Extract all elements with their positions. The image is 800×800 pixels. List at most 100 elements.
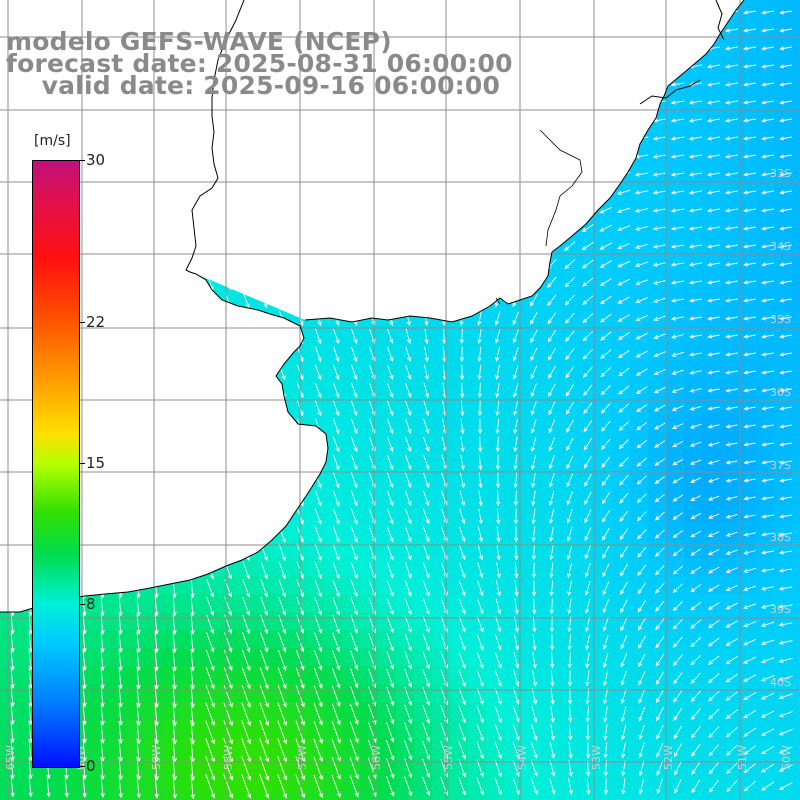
wind-speed-cell bbox=[540, 792, 559, 800]
wind-arrow bbox=[260, 148, 268, 165]
wind-arrow bbox=[277, 720, 288, 745]
wind-arrow bbox=[424, 328, 429, 345]
wind-arrow bbox=[670, 298, 685, 303]
wind-speed-cell bbox=[612, 468, 631, 487]
wind-arrow bbox=[172, 773, 177, 800]
wind-arrow bbox=[422, 598, 430, 615]
wind-speed-cell bbox=[432, 702, 451, 721]
wind-arrow bbox=[494, 311, 501, 326]
wind-arrow bbox=[566, 491, 574, 506]
wind-arrow bbox=[690, 672, 702, 684]
wind-speed-cell bbox=[774, 612, 793, 631]
wind-speed-cell bbox=[378, 360, 397, 379]
wind-speed-cell bbox=[126, 504, 145, 523]
wind-speed-cell bbox=[684, 36, 703, 55]
wind-speed-cell bbox=[378, 378, 397, 397]
wind-arrow bbox=[351, 274, 358, 290]
wind-speed-cell bbox=[756, 324, 775, 343]
wind-arrow bbox=[670, 100, 685, 105]
wind-speed-cell bbox=[648, 378, 667, 397]
wind-arrow bbox=[530, 365, 538, 380]
wind-arrow bbox=[634, 225, 649, 231]
wind-arrow bbox=[778, 532, 793, 537]
wind-arrow bbox=[242, 130, 250, 147]
wind-speed-cell bbox=[504, 774, 523, 793]
wind-speed-cell bbox=[702, 558, 721, 577]
wind-arrow bbox=[743, 352, 756, 357]
wind-arrow bbox=[441, 238, 446, 255]
wind-speed-cell bbox=[162, 684, 181, 703]
wind-arrow bbox=[313, 685, 323, 708]
wind-arrow bbox=[689, 370, 702, 375]
wind-arrow bbox=[351, 184, 358, 201]
wind-speed-cell bbox=[792, 234, 800, 253]
wind-arrow bbox=[585, 670, 590, 687]
wind-arrow bbox=[620, 670, 627, 686]
wind-speed-cell bbox=[450, 216, 469, 235]
wind-speed-cell bbox=[252, 144, 271, 163]
wind-arrow bbox=[600, 385, 612, 396]
wind-speed-cell bbox=[504, 432, 523, 451]
wind-speed-cell bbox=[198, 540, 217, 559]
wind-arrow bbox=[707, 495, 720, 501]
wind-arrow bbox=[584, 598, 591, 614]
wind-speed-cell bbox=[702, 702, 721, 721]
wind-arrow bbox=[404, 5, 412, 20]
wind-speed-cell bbox=[396, 648, 415, 667]
wind-arrow bbox=[405, 184, 411, 201]
wind-speed-cell bbox=[468, 504, 487, 523]
wind-speed-cell bbox=[0, 270, 19, 289]
wind-speed-cell bbox=[738, 738, 757, 757]
wind-arrow bbox=[259, 702, 269, 727]
wind-arrow bbox=[404, 454, 412, 471]
wind-speed-cell bbox=[648, 396, 667, 415]
wind-arrow bbox=[332, 274, 340, 290]
wind-speed-cell bbox=[450, 126, 469, 145]
wind-arrow bbox=[532, 670, 537, 687]
wind-arrow bbox=[566, 419, 574, 433]
wind-speed-cell bbox=[216, 432, 235, 451]
wind-speed-cell bbox=[684, 720, 703, 739]
wind-speed-cell bbox=[126, 0, 145, 19]
wind-arrow bbox=[585, 634, 590, 651]
latitude-label: 40S bbox=[770, 676, 791, 689]
wind-speed-cell bbox=[720, 558, 739, 577]
wind-arrow bbox=[674, 779, 682, 794]
wind-speed-cell bbox=[144, 288, 163, 307]
wind-speed-cell bbox=[576, 468, 595, 487]
wind-speed-cell bbox=[324, 234, 343, 253]
wind-speed-cell bbox=[144, 270, 163, 289]
wind-arrow bbox=[598, 100, 613, 105]
wind-arrow bbox=[493, 167, 503, 181]
wind-arrow bbox=[531, 562, 537, 579]
wind-speed-cell bbox=[432, 360, 451, 379]
wind-speed-cell bbox=[450, 252, 469, 271]
wind-arrow bbox=[512, 311, 520, 326]
wind-arrow bbox=[672, 601, 683, 612]
wind-arrow bbox=[494, 759, 502, 778]
wind-speed-cell bbox=[0, 504, 19, 523]
wind-speed-cell bbox=[144, 666, 163, 685]
wind-arrow bbox=[136, 596, 141, 617]
wind-speed-cell bbox=[396, 666, 415, 685]
wind-arrow bbox=[654, 529, 665, 539]
wind-arrow bbox=[617, 314, 630, 322]
wind-speed-cell bbox=[180, 522, 199, 541]
wind-speed-cell bbox=[540, 756, 559, 775]
wind-speed-cell bbox=[648, 612, 667, 631]
wind-arrow bbox=[458, 705, 466, 724]
wind-speed-cell bbox=[576, 414, 595, 433]
wind-arrow bbox=[725, 424, 738, 429]
wind-speed-cell bbox=[576, 234, 595, 253]
wind-arrow bbox=[190, 773, 195, 800]
wind-arrow bbox=[136, 147, 141, 166]
wind-arrow bbox=[636, 475, 647, 485]
wind-speed-cell bbox=[576, 180, 595, 199]
wind-arrow bbox=[563, 187, 576, 197]
wind-speed-cell bbox=[522, 594, 541, 613]
wind-arrow bbox=[652, 10, 667, 15]
wind-arrow bbox=[513, 454, 518, 471]
wind-speed-cell bbox=[162, 630, 181, 649]
wind-arrow bbox=[404, 544, 412, 561]
wind-speed-cell bbox=[756, 576, 775, 595]
